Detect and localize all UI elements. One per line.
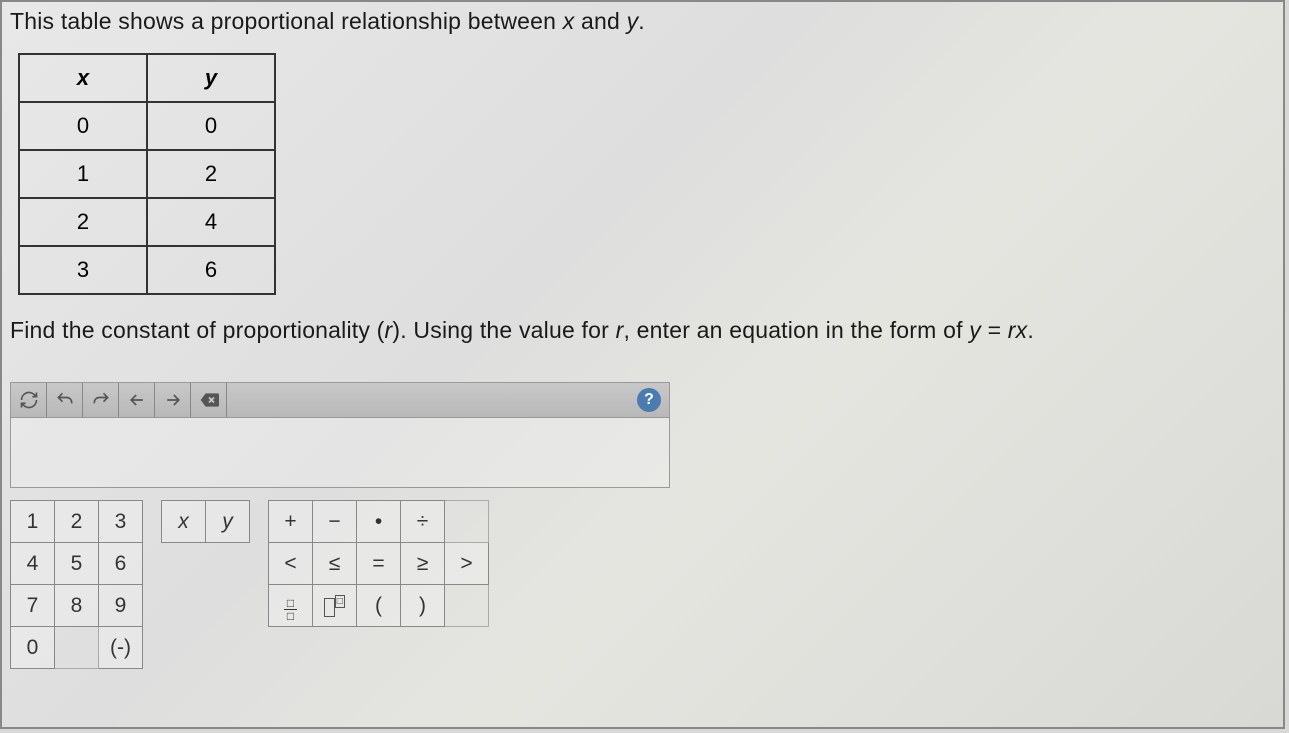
key-3[interactable]: 3 xyxy=(99,501,143,543)
key-neg[interactable]: (-) xyxy=(99,627,143,669)
key-7[interactable]: 7 xyxy=(11,585,55,627)
prompt-and: and xyxy=(574,8,626,34)
key-fraction[interactable]: □□ xyxy=(269,585,313,627)
key-eq[interactable]: = xyxy=(357,543,401,585)
instruction-text: Find the constant of proportionality (r)… xyxy=(10,317,1275,344)
equation-editor: ? 1 2 3 4 5 6 7 8 9 xyxy=(10,382,670,669)
key-0[interactable]: 0 xyxy=(11,627,55,669)
key-empty xyxy=(445,501,489,543)
table-row: 2 4 xyxy=(19,198,275,246)
key-gt[interactable]: > xyxy=(445,543,489,585)
power-icon: □ xyxy=(324,599,345,615)
arrow-left-button[interactable] xyxy=(119,383,155,417)
key-ge[interactable]: ≥ xyxy=(401,543,445,585)
help-button[interactable]: ? xyxy=(637,388,661,412)
key-minus[interactable]: − xyxy=(313,501,357,543)
cell: 0 xyxy=(147,102,275,150)
help-icon: ? xyxy=(644,391,654,409)
question-frame: This table shows a proportional relation… xyxy=(0,0,1285,729)
cell: 4 xyxy=(147,198,275,246)
arrow-right-button[interactable] xyxy=(155,383,191,417)
key-4[interactable]: 4 xyxy=(11,543,55,585)
var-x: x xyxy=(563,8,575,34)
backspace-button[interactable] xyxy=(191,383,227,417)
cell: 1 xyxy=(19,150,147,198)
key-y[interactable]: y xyxy=(206,501,250,543)
cell: 2 xyxy=(147,150,275,198)
cell: 0 xyxy=(19,102,147,150)
key-plus[interactable]: + xyxy=(269,501,313,543)
key-lparen[interactable]: ( xyxy=(357,585,401,627)
operator-pad: + − • ÷ < ≤ = ≥ > □□ xyxy=(268,500,489,627)
col-y: y xyxy=(147,54,275,102)
arrow-left-icon xyxy=(127,390,147,410)
arrow-right-icon xyxy=(163,390,183,410)
cell: 2 xyxy=(19,198,147,246)
eq-y: y xyxy=(969,317,981,343)
eq-eqs: = xyxy=(981,317,1008,343)
table-row: 0 0 xyxy=(19,102,275,150)
keypad-area: 1 2 3 4 5 6 7 8 9 0 (-) xyxy=(10,500,670,669)
refresh-icon xyxy=(19,390,39,410)
prompt-pre: This table shows a proportional relation… xyxy=(10,8,563,34)
key-6[interactable]: 6 xyxy=(99,543,143,585)
instr-mid: ). Using the value for xyxy=(392,317,615,343)
var-pad: x y xyxy=(161,500,250,543)
prompt-text: This table shows a proportional relation… xyxy=(10,8,1275,35)
xy-table: x y 0 0 1 2 2 4 3 6 xyxy=(18,53,276,295)
cell: 3 xyxy=(19,246,147,294)
eq-rx: rx xyxy=(1008,317,1028,343)
editor-toolbar: ? xyxy=(10,382,670,418)
table-row: 1 2 xyxy=(19,150,275,198)
key-empty xyxy=(55,627,99,669)
key-9[interactable]: 9 xyxy=(99,585,143,627)
key-divide[interactable]: ÷ xyxy=(401,501,445,543)
instr-pre: Find the constant of proportionality ( xyxy=(10,317,385,343)
answer-input[interactable] xyxy=(10,418,670,488)
table-header-row: x y xyxy=(19,54,275,102)
key-1[interactable]: 1 xyxy=(11,501,55,543)
instr-post: , enter an equation in the form of xyxy=(623,317,969,343)
refresh-button[interactable] xyxy=(11,383,47,417)
key-power[interactable]: □ xyxy=(313,585,357,627)
key-rparen[interactable]: ) xyxy=(401,585,445,627)
redo-icon xyxy=(91,390,111,410)
key-x[interactable]: x xyxy=(162,501,206,543)
redo-button[interactable] xyxy=(83,383,119,417)
key-8[interactable]: 8 xyxy=(55,585,99,627)
key-dot[interactable]: • xyxy=(357,501,401,543)
backspace-icon xyxy=(199,390,219,410)
key-5[interactable]: 5 xyxy=(55,543,99,585)
cell: 6 xyxy=(147,246,275,294)
key-empty xyxy=(445,585,489,627)
table-row: 3 6 xyxy=(19,246,275,294)
key-2[interactable]: 2 xyxy=(55,501,99,543)
key-le[interactable]: ≤ xyxy=(313,543,357,585)
col-x: x xyxy=(19,54,147,102)
instr-tail: . xyxy=(1027,317,1034,343)
var-y: y xyxy=(627,8,639,34)
fraction-icon: □□ xyxy=(284,597,297,622)
undo-icon xyxy=(55,390,75,410)
number-pad: 1 2 3 4 5 6 7 8 9 0 (-) xyxy=(10,500,143,669)
prompt-period: . xyxy=(638,8,645,34)
undo-button[interactable] xyxy=(47,383,83,417)
key-lt[interactable]: < xyxy=(269,543,313,585)
